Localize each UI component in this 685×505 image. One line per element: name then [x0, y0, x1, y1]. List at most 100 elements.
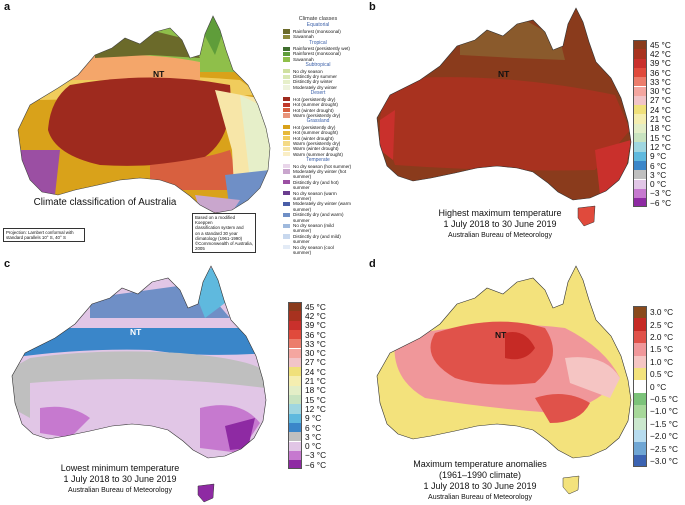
- legend-item: No dry season (hot summer): [283, 164, 353, 169]
- source-note-line: classification system and: [195, 225, 244, 231]
- source-label: Australian Bureau of Meteorology: [448, 232, 552, 239]
- climate-legend: Climate classes Equatorial Rainforest (mo…: [283, 16, 353, 255]
- legend-item: Savannah: [283, 34, 353, 39]
- legend-swatch: [283, 212, 290, 217]
- lowest-min-title: Lowest minimum temperature 1 July 2018 t…: [30, 463, 210, 496]
- anomaly-title: Maximum temperature anomalies (1961–1990…: [385, 459, 575, 503]
- title-line: Highest maximum temperature: [438, 208, 562, 218]
- legend-item-label: Distinctly dry summer: [293, 74, 337, 80]
- colorbar-cell: [633, 343, 647, 356]
- legend-swatch: [283, 113, 290, 118]
- projection-note-box: Projection: Lambert conformal with stand…: [3, 228, 85, 243]
- colorbar-cell: [288, 395, 302, 405]
- colorbar-label: 36 °C: [650, 67, 671, 78]
- colorbar-cell: [633, 40, 647, 50]
- highest-max-map-svg: [376, 7, 632, 227]
- legend-item: Moderately dry winter (warm summer): [283, 201, 353, 212]
- projection-note-line: Projection: Lambert conformal with: [6, 230, 74, 235]
- legend-swatch: [283, 201, 290, 207]
- legend-swatch: [283, 108, 290, 113]
- legend-group-heading: Subtropical: [305, 62, 331, 69]
- climate-map-svg: [17, 15, 271, 241]
- legend-swatch: [283, 46, 290, 51]
- colorbar-cell: [633, 188, 647, 199]
- legend-swatch: [283, 223, 290, 228]
- climate-legend-heading: Climate classes: [298, 16, 338, 22]
- colorbar-label: −6 °C: [305, 459, 327, 470]
- colorbar-cell: [633, 430, 647, 443]
- colorbar-cell: [288, 329, 302, 340]
- colorbar-label: 33 °C: [305, 338, 326, 349]
- colorbar-label: 0 °C: [650, 381, 667, 392]
- colorbar-cell: [288, 432, 302, 442]
- colorbar-label: −3 °C: [650, 188, 672, 199]
- colorbar-label: 6 °C: [305, 422, 322, 433]
- colorbar-cell: [633, 95, 647, 106]
- colorbar-cell: [288, 357, 302, 368]
- legend-item: Hot (winter drought): [283, 108, 353, 113]
- colorbar-cell: [633, 142, 647, 152]
- legend-swatch: [283, 180, 290, 185]
- legend-swatch: [283, 245, 290, 250]
- colorbar-label: 1.0 °C: [650, 356, 674, 367]
- legend-item-label: No dry season: [293, 68, 323, 74]
- legend-item: No dry season: [283, 69, 353, 74]
- colorbar-label: 36 °C: [305, 329, 326, 340]
- legend-item: Distinctly dry winter: [283, 79, 353, 84]
- legend-item: Moderately dry winter (hot summer): [283, 169, 353, 180]
- legend-item: Warm (persistently dry): [283, 113, 353, 118]
- highest-max-title: Highest maximum temperature 1 July 2018 …: [405, 208, 595, 241]
- legend-item: Warm (summer drought): [283, 152, 353, 157]
- colorbar-label: 18 °C: [650, 123, 671, 134]
- legend-item: Rainforest (persistently wet): [283, 46, 353, 51]
- colorbar-frame: [288, 302, 302, 470]
- legend-item: Warm (winter drought): [283, 146, 353, 151]
- legend-item: Hot (persistently dry): [283, 97, 353, 102]
- tasmania: [577, 205, 596, 227]
- nt-label: NT: [130, 327, 142, 337]
- colorbar-label: 30 °C: [305, 348, 326, 359]
- colorbar-cell: [633, 198, 647, 208]
- colorbar-cell: [288, 376, 302, 386]
- colorbar-cell: [633, 77, 647, 87]
- legend-item-label: Hot (persistently dry): [293, 124, 336, 130]
- title-line: Lowest minimum temperature: [60, 463, 180, 473]
- colorbar-label: 2.5 °C: [650, 319, 674, 330]
- legend-item-label: Distinctly dry (and mild) summer: [293, 233, 341, 245]
- legend-item-label: Warm (summer drought): [293, 151, 343, 157]
- legend-item-label: Savannah: [293, 34, 314, 40]
- colorbar-label: 12 °C: [650, 141, 671, 152]
- legend-item: Savannah: [283, 57, 353, 62]
- colorbar-label: 45 °C: [305, 301, 326, 312]
- colorbar-cell: [288, 460, 302, 470]
- legend-swatch: [283, 51, 290, 57]
- colorbar-label: 9 °C: [650, 151, 667, 162]
- climate-map-title: Climate classification of Australia: [33, 197, 177, 208]
- legend-swatch: [283, 234, 290, 239]
- nt-label: NT: [153, 69, 165, 79]
- legend-group-heading: Desert: [310, 90, 326, 97]
- tasmania: [562, 475, 580, 495]
- colorbar-label: 0 °C: [305, 441, 322, 452]
- colorbar-cell: [288, 404, 302, 414]
- legend-item: Hot (winter drought): [283, 136, 353, 141]
- colorbar-cell: [633, 454, 647, 468]
- source-note-box: Based on a modified Koeppen classificati…: [192, 213, 256, 254]
- legend-item-label: Moderately dry winter (hot summer): [293, 168, 347, 180]
- colorbar-label: 42 °C: [650, 48, 671, 59]
- colorbar-label: 39 °C: [305, 320, 326, 331]
- colorbar-cell: [288, 450, 302, 461]
- colorbar-cell: [288, 348, 302, 358]
- colorbar-cell: [633, 170, 647, 180]
- legend-swatch: [283, 146, 290, 152]
- legend-item: No dry season (cool summer): [283, 245, 353, 256]
- colorbar-label: 3 °C: [650, 169, 667, 180]
- colorbar-label: −2.0 °C: [650, 431, 678, 442]
- colorbar-cell: [633, 86, 647, 96]
- legend-swatch: [283, 69, 290, 74]
- legend-item-label: No dry season (cool summer): [293, 244, 334, 256]
- legend-group-heading: Grassland: [306, 118, 330, 125]
- legend-item: Distinctly dry (and hot) summer: [283, 180, 353, 191]
- nt-label: NT: [498, 69, 510, 79]
- colorbar-cell: [633, 405, 647, 418]
